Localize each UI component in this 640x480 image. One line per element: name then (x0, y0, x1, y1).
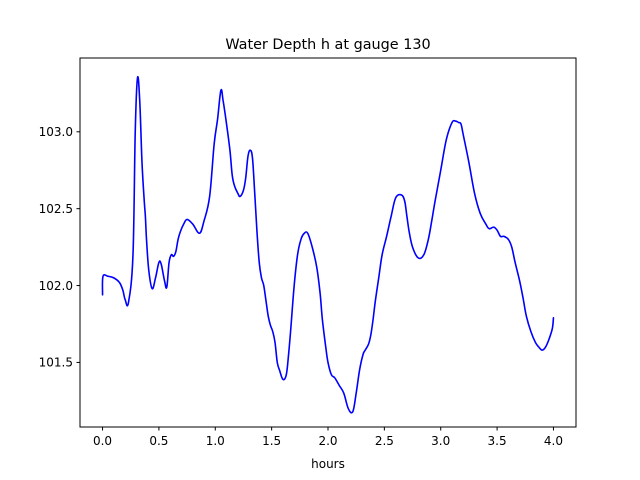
x-axis-label: hours (311, 457, 345, 471)
x-tick-label: 1.5 (262, 434, 281, 448)
plot-frame (79, 57, 577, 428)
x-tick-label: 2.5 (375, 434, 394, 448)
y-tick-label: 101.5 (39, 356, 73, 370)
y-tick-label: 102.5 (39, 202, 73, 216)
x-tick-label: 2.0 (318, 434, 337, 448)
plot-area (101, 75, 555, 414)
chart-title: Water Depth h at gauge 130 (225, 37, 430, 53)
x-tick-label: 0.0 (93, 434, 112, 448)
series-line-0 (101, 75, 555, 414)
x-tick-label: 3.5 (488, 434, 507, 448)
x-tick-label: 4.0 (544, 434, 563, 448)
y-tick-label: 103.0 (39, 125, 73, 139)
y-axis-ticks: 101.5 102.0 102.5 103.0 (39, 125, 80, 370)
x-tick-label: 0.5 (149, 434, 168, 448)
x-axis-ticks: 0.0 0.5 1.0 1.5 2.0 2.5 3.0 3.5 4.0 (93, 427, 563, 448)
x-tick-label: 1.0 (206, 434, 225, 448)
y-tick-label: 102.0 (39, 279, 73, 293)
x-tick-label: 3.0 (431, 434, 450, 448)
